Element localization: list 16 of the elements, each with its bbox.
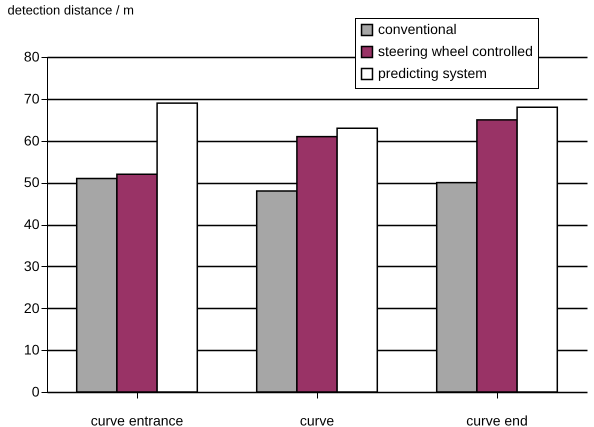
x-tick-label: curve end (466, 412, 528, 427)
y-tick-label: 70 (24, 90, 40, 106)
legend-label: conventional (378, 21, 457, 37)
y-tick-label: 10 (24, 342, 40, 358)
y-tick-label: 80 (24, 48, 40, 64)
x-tick-label: curve entrance (90, 412, 184, 427)
legend-label: steering wheel controlled (378, 43, 533, 59)
y-tick-label: 20 (24, 300, 40, 316)
y-tick-label: 40 (24, 216, 40, 232)
y-tick-label: 50 (24, 174, 40, 190)
y-tick-label: 0 (32, 384, 40, 400)
legend-label: predicting system (378, 65, 487, 81)
y-tick-label: 30 (24, 258, 40, 274)
y-axis-title: detection distance / m (8, 2, 134, 18)
y-tick-label: 60 (24, 132, 40, 148)
x-tick-label: curve (300, 412, 334, 427)
